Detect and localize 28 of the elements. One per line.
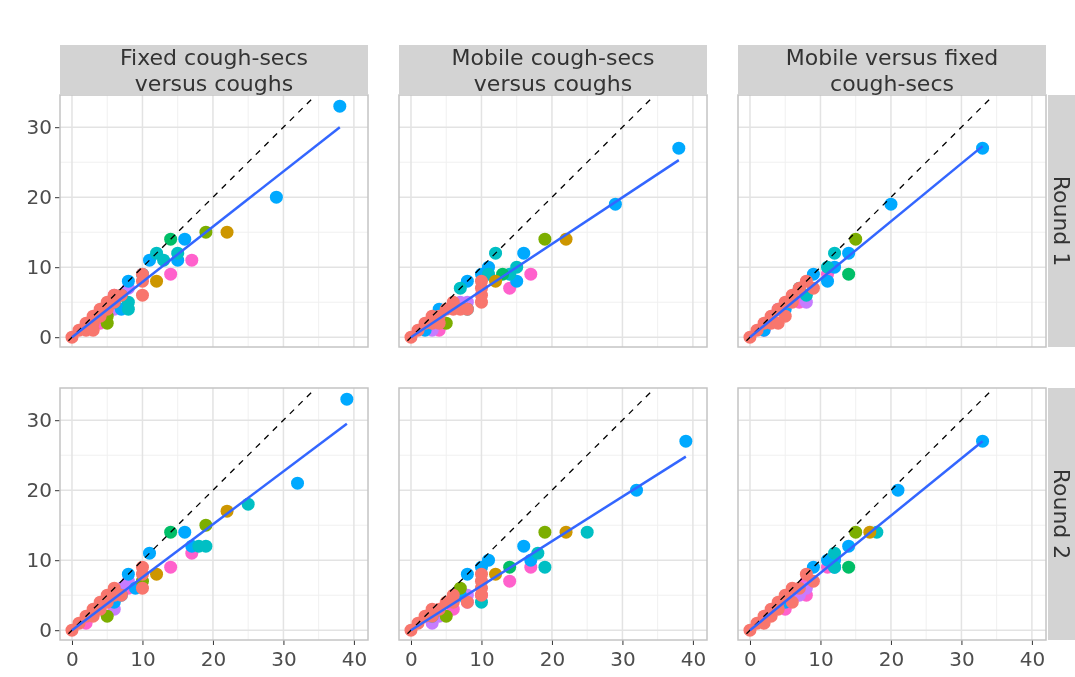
x-tick-label: 10 (130, 647, 156, 671)
x-tick-label: 0 (405, 647, 418, 671)
x-tick-label: 20 (878, 647, 905, 671)
x-tick-label: 0 (744, 647, 757, 671)
x-tick-label: 30 (610, 647, 636, 671)
x-tick-label: 30 (949, 647, 975, 671)
text: Round 1 (1048, 175, 1074, 267)
x-tick-label: 10 (808, 647, 834, 671)
chart-title: Mobile cough-secs versus coughs (451, 45, 655, 96)
x-tick-label: 0 (66, 647, 79, 671)
y-tick-label: 30 (26, 408, 52, 433)
x-tick-label: 40 (680, 647, 707, 671)
x-tick-label: 20 (200, 647, 227, 671)
y-tick-label: 0 (39, 618, 52, 643)
y-tick-label: 10 (26, 548, 52, 573)
text: Round 2 (1048, 468, 1074, 560)
y-tick-label: 10 (26, 255, 52, 280)
chart-title: Fixed cough-secs versus coughs (120, 45, 308, 96)
y-tick-label: 0 (39, 325, 52, 350)
y-tick-label: 30 (26, 115, 52, 140)
y-tick-label: 20 (26, 185, 52, 210)
x-tick-label: 10 (469, 647, 495, 671)
y-tick-label: 20 (26, 478, 52, 503)
x-tick-label: 30 (271, 647, 297, 671)
x-tick-label: 20 (539, 647, 566, 671)
chart-title: Mobile versus fixed cough-secs (785, 45, 999, 96)
x-tick-label: 40 (1019, 647, 1046, 671)
x-tick-label: 40 (341, 647, 368, 671)
